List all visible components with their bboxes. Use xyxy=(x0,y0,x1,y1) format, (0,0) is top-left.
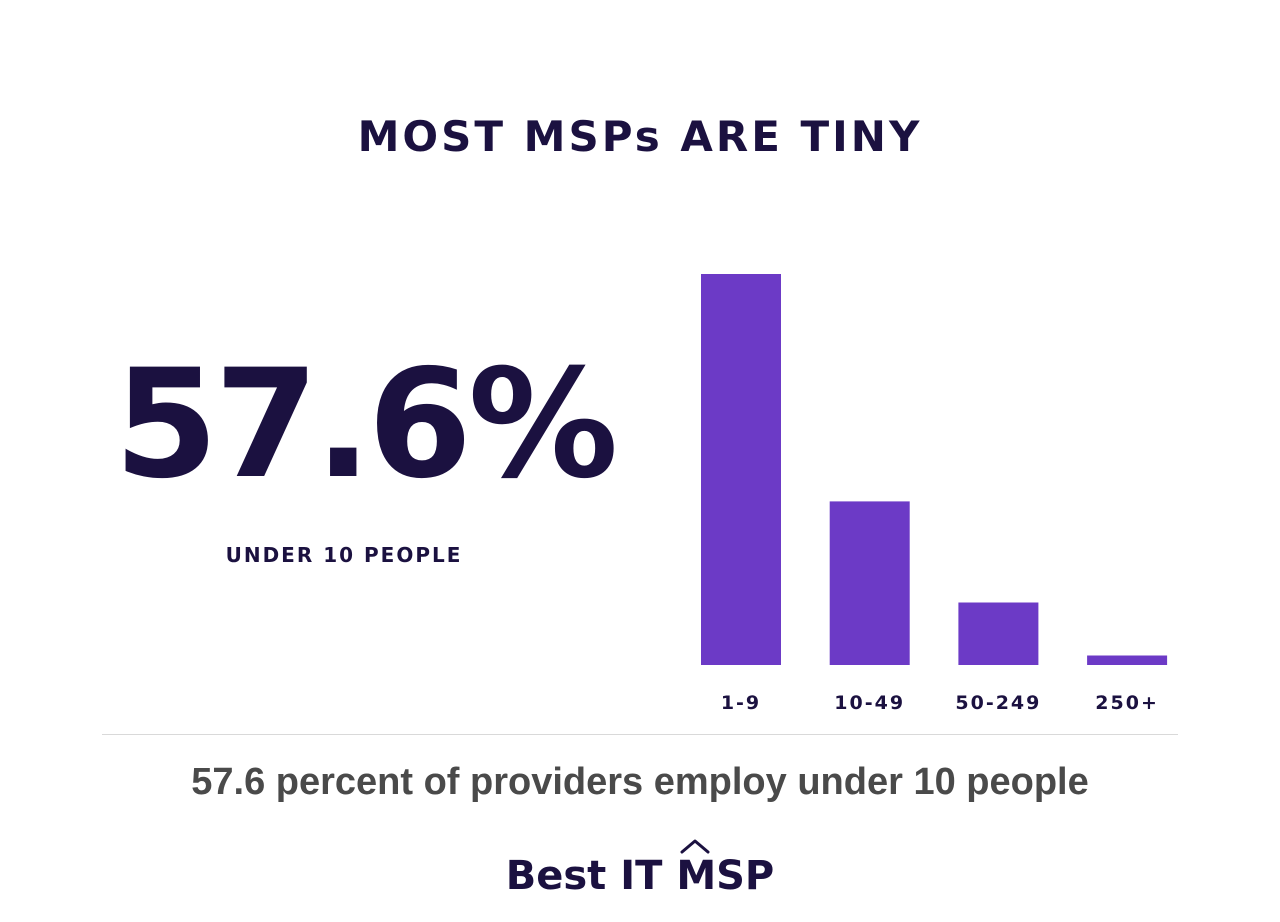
image-caption: 57.6 percent of providers employ under 1… xyxy=(191,761,1089,803)
bar-250+ xyxy=(1087,655,1168,665)
logo-text: Best IT MSP xyxy=(505,853,775,899)
brand-logo: Best IT MSP xyxy=(0,838,1280,908)
x-tick-label: 250+ xyxy=(1095,692,1159,714)
chart-title: MOST MSPs ARE TINY xyxy=(357,112,923,161)
roof-caret-icon xyxy=(680,839,710,854)
highlight-stat-label: UNDER 10 PEOPLE xyxy=(225,543,463,567)
bar-10-49 xyxy=(829,501,910,665)
x-tick-label: 10-49 xyxy=(834,692,905,714)
highlight-stat-value: 57.6% xyxy=(114,338,618,512)
bar-50-249 xyxy=(958,602,1039,665)
divider-line xyxy=(102,734,1178,735)
x-tick-label: 1-9 xyxy=(721,692,761,714)
bar-1-9 xyxy=(701,274,781,665)
x-tick-label: 50-249 xyxy=(955,692,1041,714)
